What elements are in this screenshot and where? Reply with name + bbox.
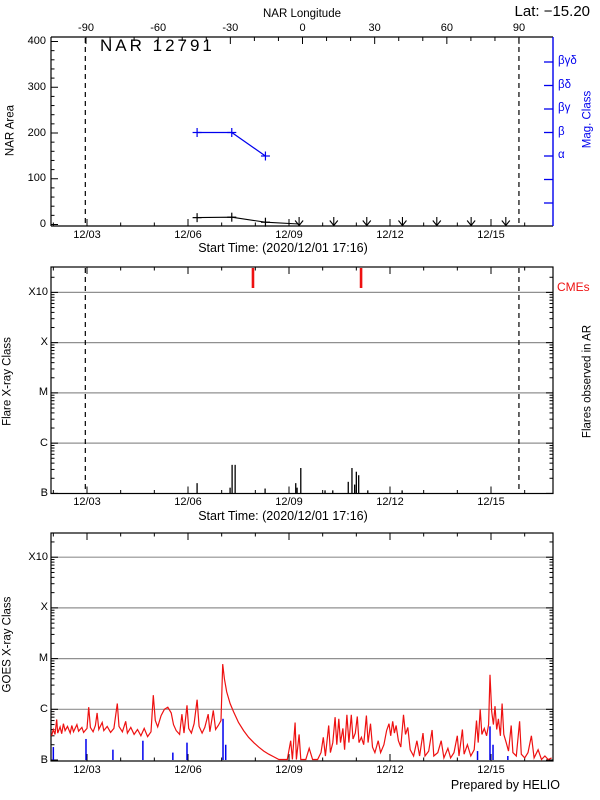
no-region-arrow [505,220,511,226]
nar-area-series [197,216,299,225]
panel2-frame [50,266,554,495]
panel3-frame [50,532,554,762]
no-region-arrow [366,220,372,226]
no-region-arrow [402,220,407,226]
no-region-arrow [470,220,476,226]
no-region-arrow [432,220,438,226]
no-region-arrow [362,220,368,226]
goes-flux-series [51,664,552,761]
no-region-arrow [329,220,335,226]
no-region-arrow [436,220,442,226]
no-region-arrow [294,220,300,226]
no-region-arrow [298,220,304,226]
no-region-arrow [501,220,507,226]
no-region-arrow [333,220,339,226]
no-region-arrow [398,220,403,226]
no-region-arrow [466,220,472,226]
